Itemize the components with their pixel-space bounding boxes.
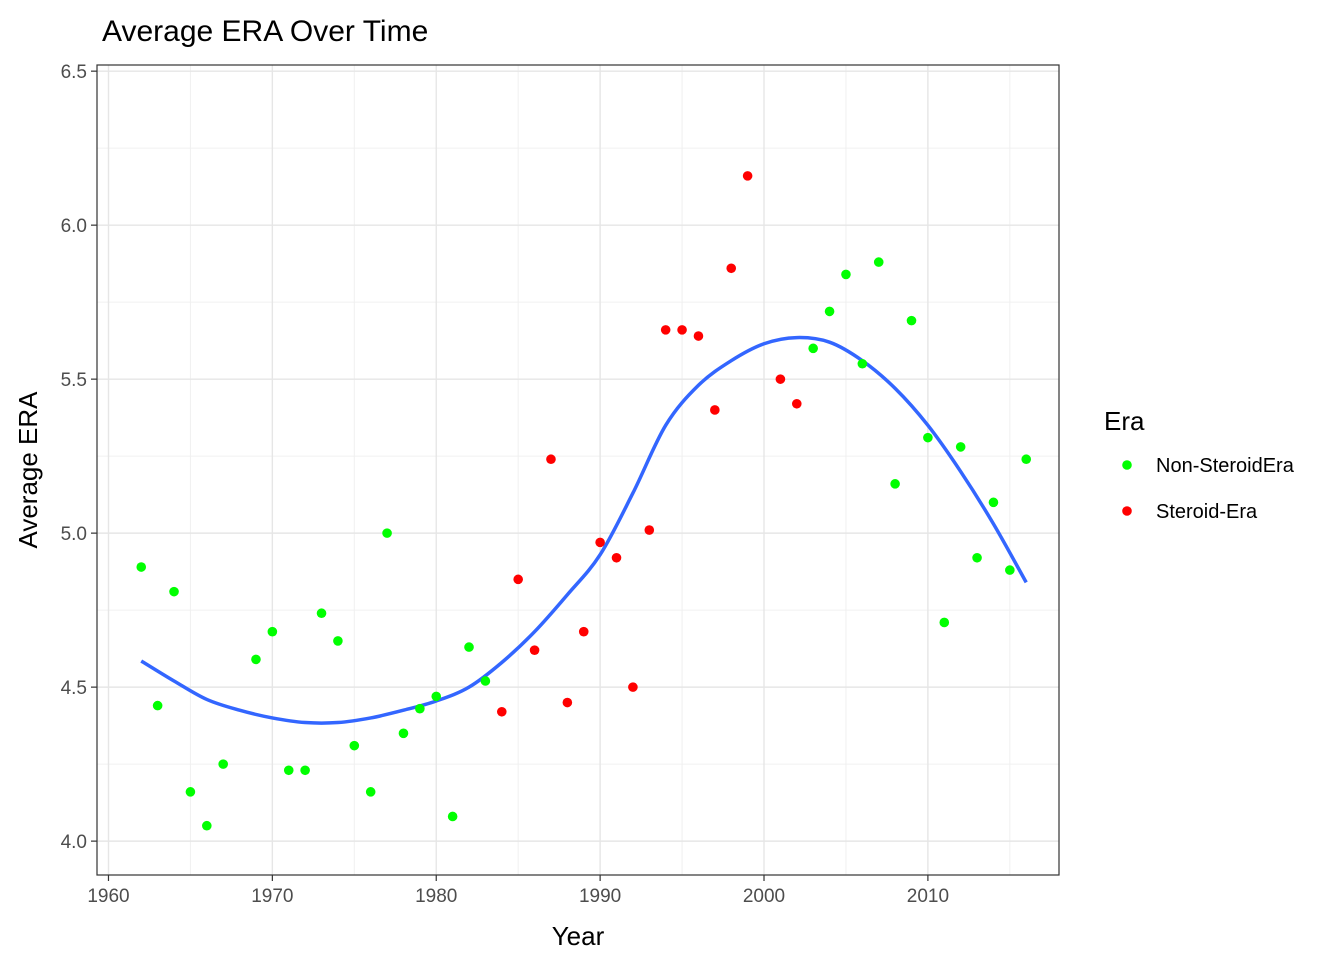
point-non-steroidera <box>923 432 933 443</box>
point-steroid-era <box>742 171 753 181</box>
x-tick-label: 1990 <box>579 886 621 907</box>
point-steroid-era <box>529 645 540 655</box>
point-steroid-era <box>513 574 523 585</box>
point-non-steroidera <box>447 811 458 822</box>
point-non-steroidera <box>267 626 278 637</box>
point-non-steroidera <box>955 442 966 452</box>
point-non-steroidera <box>841 269 851 280</box>
point-steroid-era <box>677 325 687 335</box>
major-gridlines <box>97 65 1059 875</box>
legend-label-steroid-era: Steroid-Era <box>1156 501 1258 523</box>
y-tick-label: 4.0 <box>61 832 87 853</box>
point-steroid-era <box>496 706 507 717</box>
point-non-steroidera <box>218 759 228 769</box>
point-steroid-era <box>791 398 802 409</box>
y-axis-title: Average ERA <box>13 391 43 549</box>
point-steroid-era <box>726 263 737 274</box>
x-axis-title: Year <box>552 921 605 951</box>
point-non-steroidera <box>185 787 196 797</box>
point-steroid-era <box>595 537 605 548</box>
legend-title: Era <box>1104 406 1145 436</box>
x-tick-label: 1960 <box>87 886 129 907</box>
point-non-steroidera <box>464 642 474 652</box>
y-tick-label: 6.5 <box>61 62 87 83</box>
y-tick-label: 6.0 <box>61 216 87 237</box>
point-non-steroidera <box>169 586 179 597</box>
x-tick-label: 1970 <box>251 886 293 907</box>
point-steroid-era <box>693 331 704 341</box>
point-non-steroidera <box>906 315 917 326</box>
y-tick-label: 5.5 <box>61 370 87 391</box>
point-non-steroidera <box>365 787 376 797</box>
legend-key-non-steroid-era <box>1122 460 1132 470</box>
smooth-trend-line <box>140 335 1028 725</box>
point-steroid-era <box>644 525 655 535</box>
point-non-steroidera <box>873 257 884 267</box>
point-non-steroidera <box>824 306 835 317</box>
point-non-steroidera <box>972 552 982 563</box>
point-non-steroidera <box>431 691 442 702</box>
chart-title: Average ERA Over Time <box>102 15 428 48</box>
point-non-steroidera <box>251 654 261 665</box>
point-non-steroidera <box>349 740 360 751</box>
point-steroid-era <box>628 682 638 692</box>
point-non-steroidera <box>1005 565 1015 575</box>
minor-gridlines <box>97 65 1059 875</box>
point-non-steroidera <box>415 703 425 714</box>
point-non-steroidera <box>283 765 294 776</box>
point-non-steroidera <box>890 479 900 489</box>
point-steroid-era <box>546 454 556 465</box>
point-non-steroidera <box>202 820 212 831</box>
point-non-steroidera <box>857 358 868 369</box>
data-points <box>136 171 1032 831</box>
point-non-steroidera <box>480 676 491 686</box>
point-steroid-era <box>578 626 589 637</box>
point-non-steroidera <box>382 528 392 538</box>
y-tick-label: 4.5 <box>61 678 87 699</box>
x-tick-label: 2010 <box>907 886 949 907</box>
y-tick-label: 5.0 <box>61 524 87 545</box>
point-steroid-era <box>562 697 573 708</box>
point-steroid-era <box>710 405 720 415</box>
legend-label-non-steroid-era: Non-SteroidEra <box>1156 455 1295 477</box>
x-tick-label: 1980 <box>415 886 457 907</box>
plot-panel-border <box>96 64 1060 876</box>
point-non-steroidera <box>136 562 147 572</box>
point-non-steroidera <box>939 617 950 628</box>
point-non-steroidera <box>316 608 327 619</box>
point-steroid-era <box>611 552 622 563</box>
legend: Era Non-SteroidEra Steroid-Era <box>1104 406 1295 523</box>
point-non-steroidera <box>333 636 343 646</box>
point-steroid-era <box>775 374 786 384</box>
point-non-steroidera <box>152 700 163 711</box>
x-axis-ticks: 1960 1970 1980 1990 2000 2010 <box>87 875 949 907</box>
y-axis-ticks: 4.0 4.5 5.0 5.5 6.0 6.5 <box>61 62 97 853</box>
point-non-steroidera <box>988 497 999 508</box>
x-tick-label: 2000 <box>743 886 785 907</box>
point-non-steroidera <box>808 343 818 354</box>
point-steroid-era <box>660 325 671 335</box>
point-non-steroidera <box>398 728 409 739</box>
point-non-steroidera <box>300 765 310 776</box>
legend-item-steroid-era: Steroid-Era <box>1122 501 1258 523</box>
point-non-steroidera <box>1021 454 1032 465</box>
legend-item-non-steroid-era: Non-SteroidEra <box>1122 455 1295 477</box>
legend-key-steroid-era <box>1122 506 1132 516</box>
